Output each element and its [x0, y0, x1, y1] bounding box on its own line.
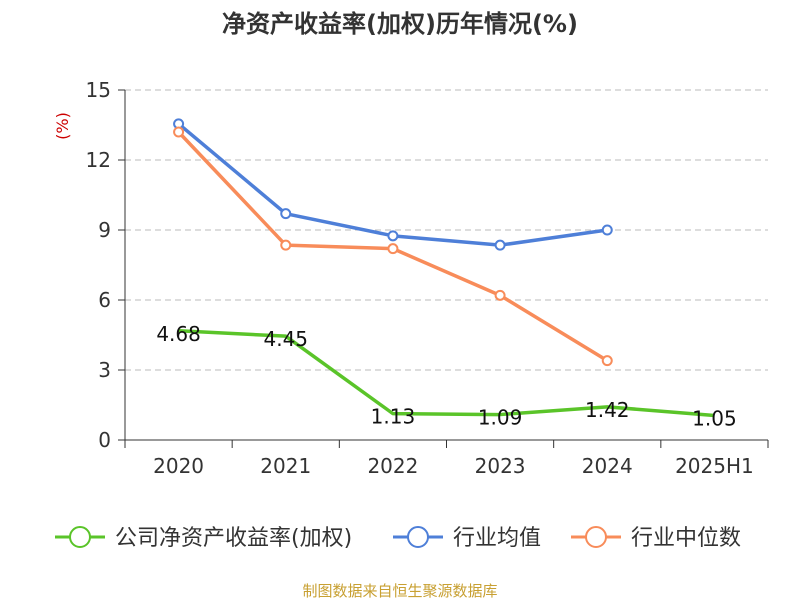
series-line-1 [177, 122, 608, 247]
data-label: 4.68 [156, 322, 201, 346]
data-point [173, 126, 185, 138]
y-tick-label: 9 [98, 218, 111, 242]
y-tick-label: 15 [86, 78, 111, 102]
data-label: 1.09 [478, 406, 523, 430]
legend-swatch-marker [407, 526, 429, 548]
data-point [387, 243, 399, 255]
legend-label: 行业中位数 [631, 526, 741, 551]
legend: 公司净资产收益率(加权) 行业均值 行业中位数 [55, 526, 741, 551]
axes: 0 3 6 9 12 15 2020 2021 2022 2023 2024 2025H1 [86, 78, 769, 478]
legend-item-1: 行业均值 [393, 526, 541, 551]
y-tick-label: 12 [86, 148, 111, 172]
data-point [601, 224, 613, 236]
legend-swatch-marker [69, 526, 91, 548]
x-tick-label-2024: 2024 [582, 454, 633, 478]
series-2 [173, 126, 613, 367]
data-point [280, 208, 292, 220]
data-point [387, 230, 399, 242]
data-label: 4.45 [263, 327, 308, 351]
y-tick-label: 6 [98, 288, 111, 312]
data-label: 1.42 [585, 398, 630, 422]
x-tick-label-2023: 2023 [475, 454, 526, 478]
series-line-0 [178, 329, 715, 418]
legend-swatch-marker [585, 526, 607, 548]
legend-label: 公司净资产收益率(加权) [115, 526, 352, 551]
data-point [494, 239, 506, 251]
data-point [280, 239, 292, 251]
data-point [494, 289, 506, 301]
chart-title: 净资产收益率(加权)历年情况(%) [222, 10, 578, 38]
source-note: 制图数据来自恒生聚源数据库 [302, 582, 497, 600]
x-tick-label-2022: 2022 [367, 454, 418, 478]
x-tick-label-2025H1: 2025H1 [675, 454, 754, 478]
series-1 [173, 118, 613, 251]
data-label: 1.13 [371, 405, 416, 429]
series-0: 4.68 4.45 1.13 1.09 1.42 1.05 [156, 322, 736, 431]
x-tick-label-2021: 2021 [260, 454, 311, 478]
x-tick-label-2020: 2020 [153, 454, 204, 478]
data-point [601, 355, 613, 367]
legend-item-2: 行业中位数 [571, 526, 741, 551]
series-layer: 4.68 4.45 1.13 1.09 1.42 1.05 [156, 118, 737, 431]
y-tick-label: 0 [98, 428, 111, 452]
y-tick-label: 3 [98, 358, 111, 382]
legend-label: 行业均值 [453, 526, 541, 551]
y-axis-unit: (%) [53, 112, 72, 140]
data-label: 1.05 [692, 407, 737, 431]
gridlines [125, 89, 768, 371]
legend-item-0: 公司净资产收益率(加权) [55, 526, 352, 551]
